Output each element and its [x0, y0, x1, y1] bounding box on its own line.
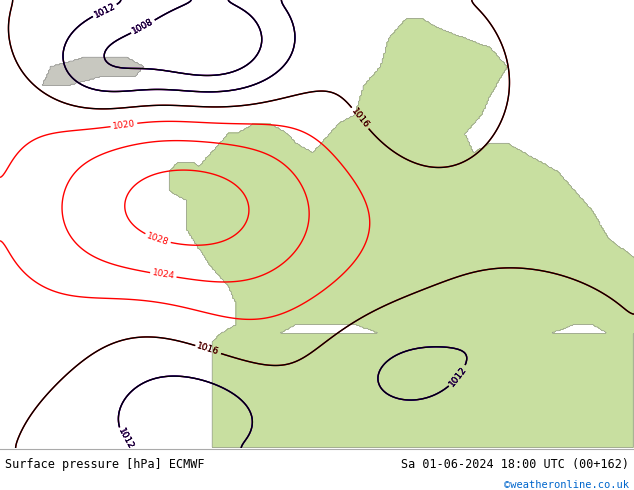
- Text: Surface pressure [hPa] ECMWF: Surface pressure [hPa] ECMWF: [5, 458, 205, 471]
- Text: 1028: 1028: [145, 231, 170, 247]
- Text: 1012: 1012: [448, 365, 469, 388]
- Text: 1012: 1012: [448, 365, 469, 388]
- Text: 1012: 1012: [93, 1, 117, 20]
- Text: 1008: 1008: [131, 17, 155, 36]
- Text: 1012: 1012: [448, 365, 469, 388]
- Text: 1016: 1016: [196, 342, 221, 357]
- Text: 1012: 1012: [93, 1, 117, 20]
- Text: 1012: 1012: [116, 427, 135, 451]
- Text: Sa 01-06-2024 18:00 UTC (00+162): Sa 01-06-2024 18:00 UTC (00+162): [401, 458, 629, 471]
- Text: 1012: 1012: [116, 427, 135, 451]
- Text: ©weatheronline.co.uk: ©weatheronline.co.uk: [504, 480, 629, 490]
- Text: 1024: 1024: [152, 269, 175, 281]
- Text: 1008: 1008: [131, 17, 155, 36]
- Text: 1016: 1016: [349, 106, 371, 130]
- Text: 1008: 1008: [131, 17, 155, 36]
- Text: 1016: 1016: [196, 342, 221, 357]
- Text: 1012: 1012: [116, 427, 135, 451]
- Text: 1016: 1016: [349, 106, 371, 130]
- Text: 1012: 1012: [93, 1, 117, 20]
- Text: 1020: 1020: [112, 119, 136, 131]
